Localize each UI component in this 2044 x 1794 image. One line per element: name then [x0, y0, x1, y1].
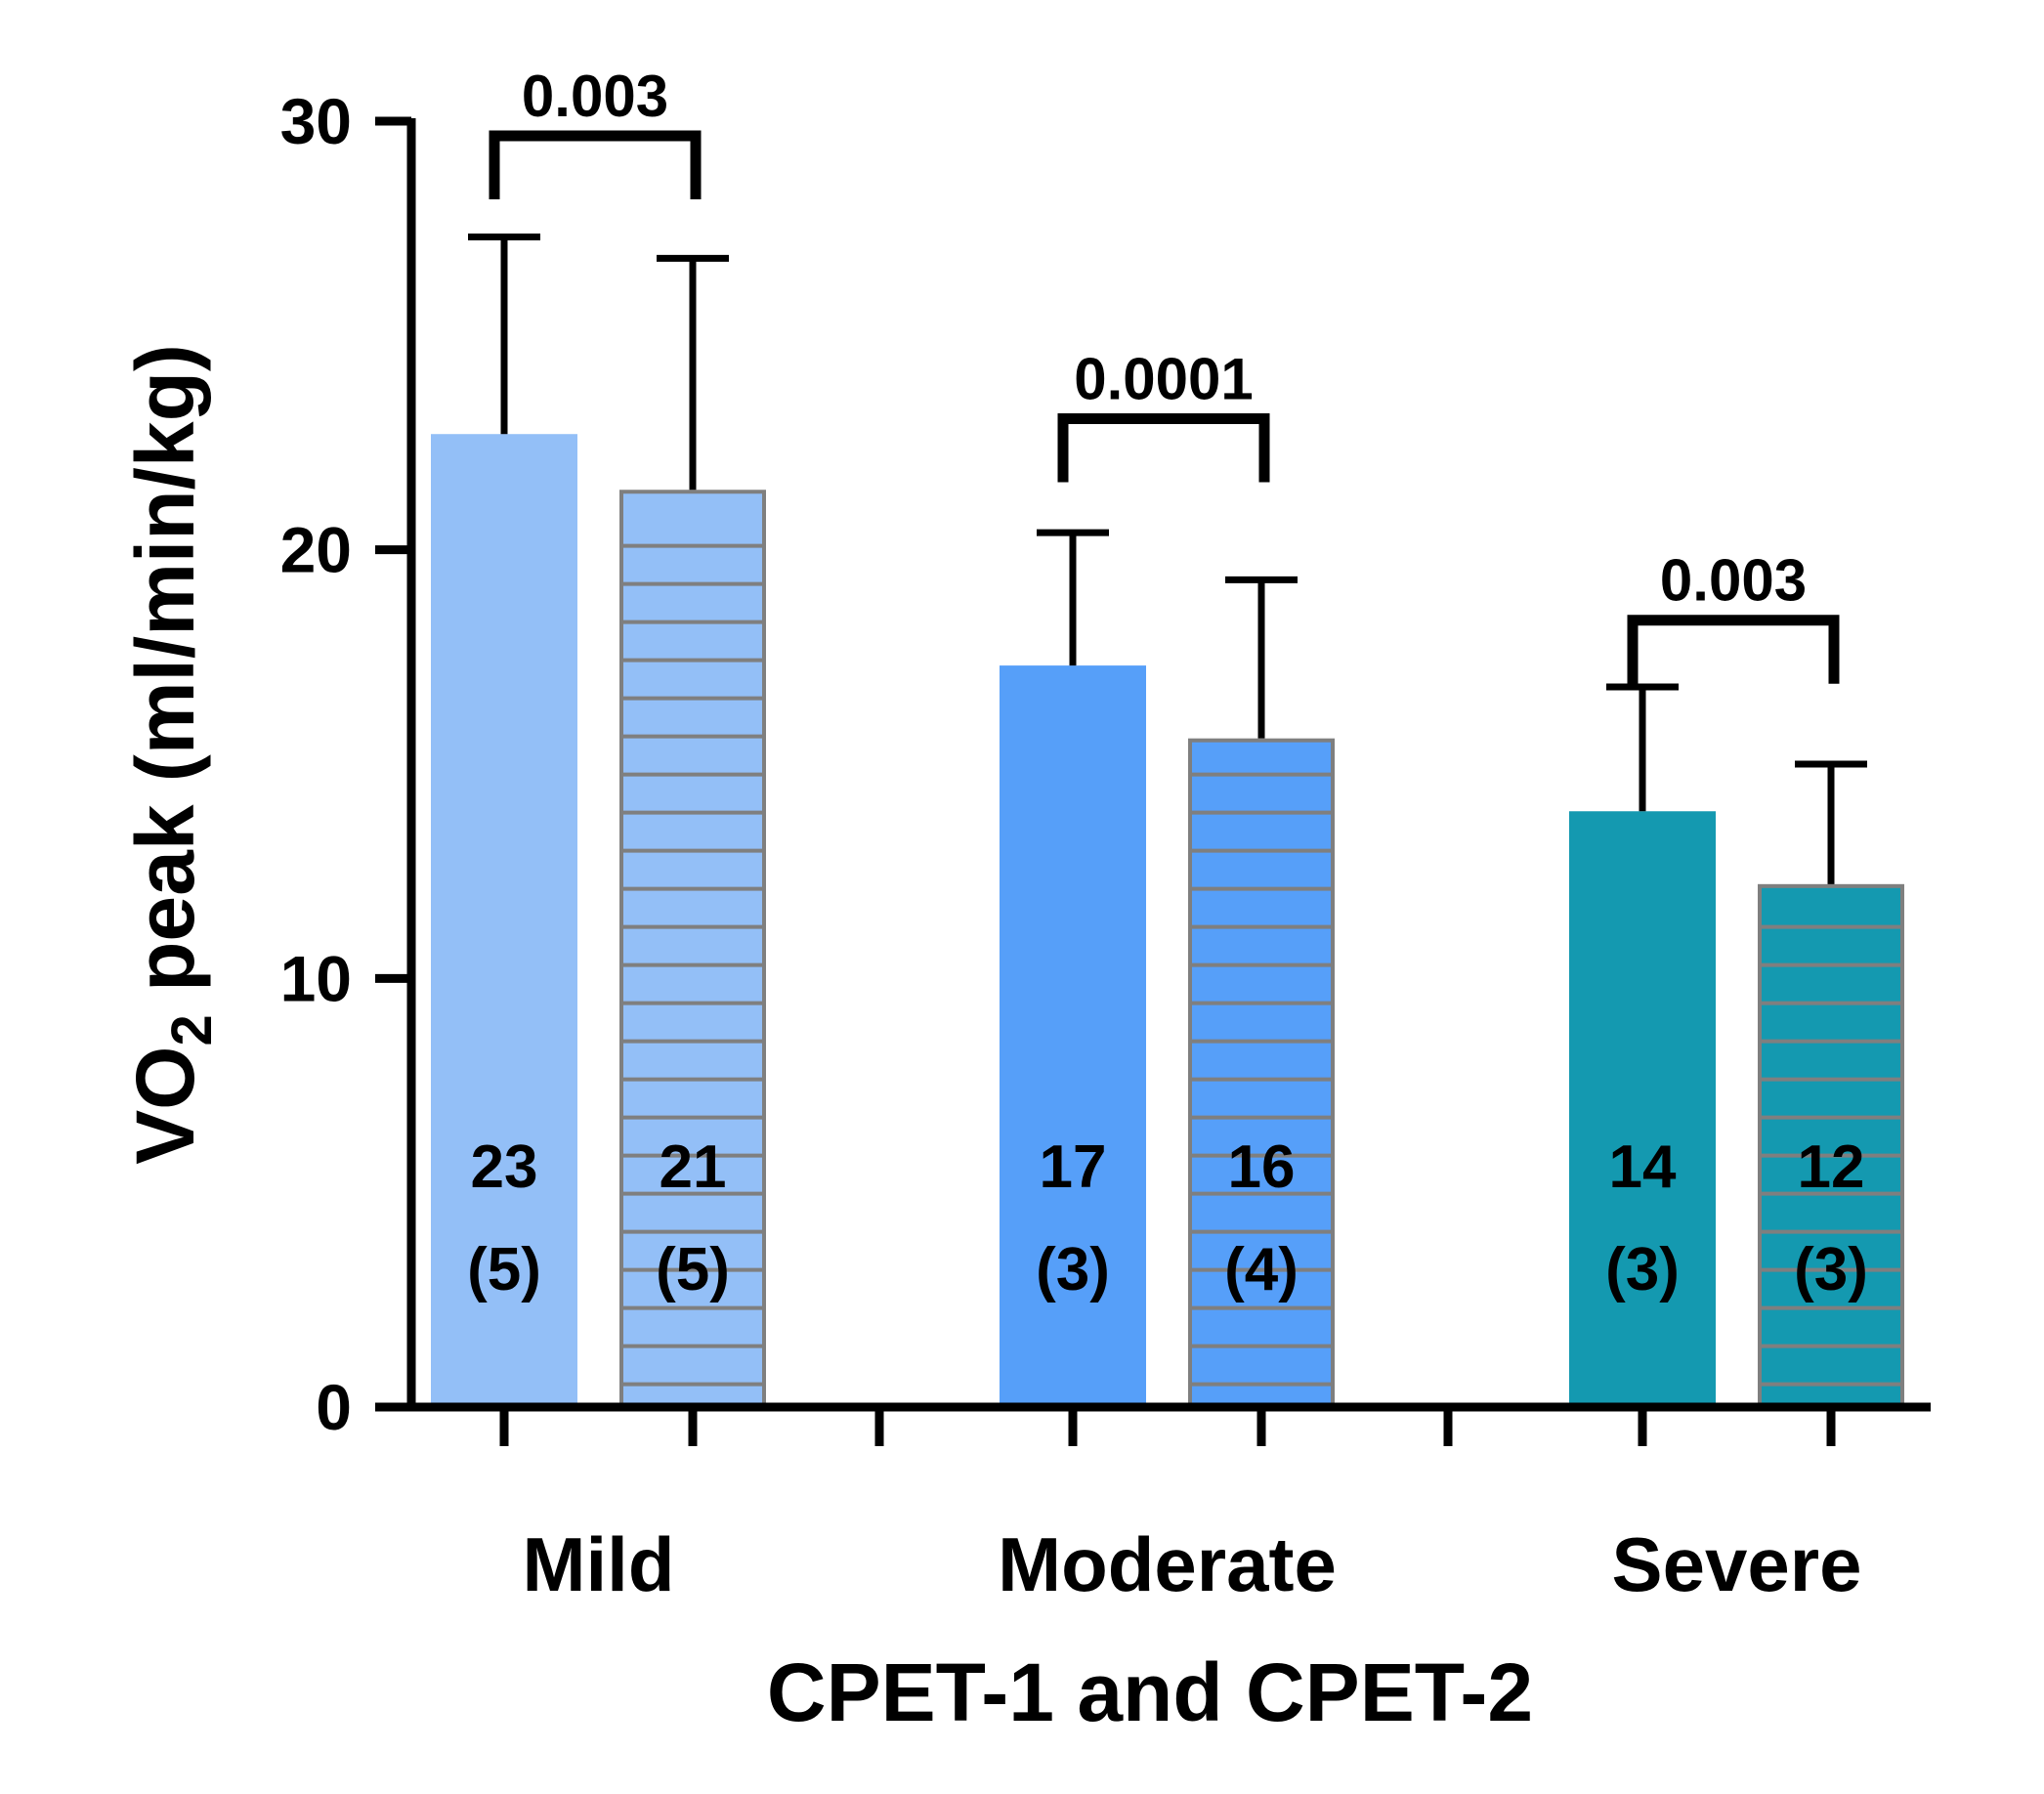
bar-value-label-mild-cpet-2: 21 — [660, 1133, 727, 1201]
bar-mild-cpet1 — [431, 434, 577, 1407]
significance-bracket-moderate — [1057, 413, 1270, 483]
bar-moderate-cpet1 — [1000, 665, 1146, 1407]
axes-layer: 0 10 20 30 — [280, 85, 1931, 1446]
bar-mild-cpet2 — [619, 490, 766, 1409]
error-bars-layer — [468, 233, 1867, 884]
significance-bracket-mild — [489, 130, 702, 199]
p-value-severe: 0.003 — [1660, 548, 1807, 614]
bar-value-label-moderate-cpet-1: 17 — [1040, 1133, 1107, 1201]
x-axis-title: CPET-1 and CPET-2 — [767, 1646, 1533, 1738]
significance-bracket-severe — [1627, 615, 1840, 684]
y-tick-label-30: 30 — [280, 85, 352, 157]
category-label-severe: Severe — [1612, 1521, 1862, 1607]
y-axis-title: VO2 peak (ml/min/kg) — [119, 344, 224, 1165]
y-axis-title-main: VO — [119, 1046, 211, 1165]
bar-sd-label-mild-cpet-1: (5) — [467, 1236, 541, 1303]
category-label-moderate: Moderate — [998, 1521, 1337, 1607]
y-axis-title-rest: peak (ml/min/kg) — [119, 344, 211, 1014]
bar-value-label-severe-cpet-2: 12 — [1798, 1133, 1865, 1201]
y-tick-label-0: 0 — [316, 1371, 352, 1443]
bar-sd-label-mild-cpet-2: (5) — [656, 1236, 730, 1303]
bar-sd-label-severe-cpet-1: (3) — [1605, 1236, 1680, 1303]
bar-sd-label-severe-cpet-2: (3) — [1794, 1236, 1868, 1303]
y-tick-label-20: 20 — [280, 514, 352, 586]
labels-layer: 23 (5) 21 (5) Mild 17 (3) 16 (4) Moderate 14 (3) 12 (… — [467, 1133, 1868, 1607]
y-axis-title-subscript: 2 — [160, 1014, 224, 1046]
bar-value-label-moderate-cpet-2: 16 — [1228, 1133, 1296, 1201]
p-value-mild: 0.003 — [522, 64, 668, 129]
y-tick-label-10: 10 — [280, 942, 352, 1014]
bar-sd-label-moderate-cpet-1: (3) — [1036, 1236, 1110, 1303]
category-label-mild: Mild — [523, 1521, 675, 1607]
bar-value-label-severe-cpet-1: 14 — [1609, 1133, 1677, 1201]
bar-value-label-mild-cpet-1: 23 — [471, 1133, 538, 1201]
significance-layer: 0.003 0.0001 0.003 — [489, 64, 1840, 684]
bars-layer — [431, 434, 1904, 1409]
bar-severe-cpet1 — [1569, 811, 1716, 1407]
p-value-moderate: 0.0001 — [1074, 347, 1254, 412]
bar-sd-label-moderate-cpet-2: (4) — [1224, 1236, 1299, 1303]
bar-severe-cpet2 — [1758, 883, 1904, 1409]
